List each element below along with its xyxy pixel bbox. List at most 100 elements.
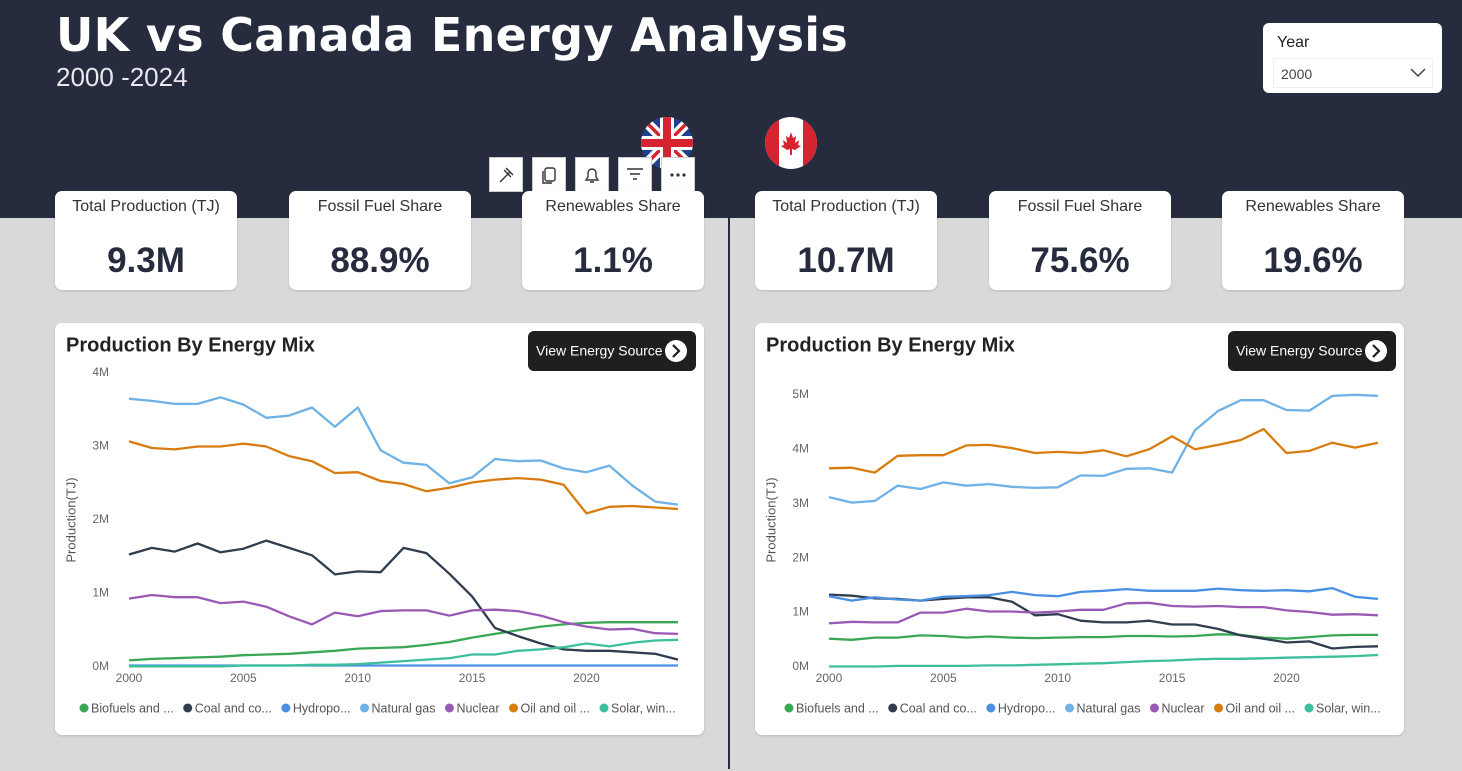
legend-label: Biofuels and ... bbox=[796, 701, 879, 715]
y-tick-label: 3M bbox=[92, 439, 109, 453]
kpi-value: 9.3M bbox=[107, 241, 185, 280]
header-band bbox=[0, 0, 1462, 218]
legend-marker bbox=[79, 703, 89, 713]
page-title: UK vs Canada Energy Analysis bbox=[56, 8, 849, 62]
dropdown-chevron bbox=[1410, 68, 1426, 78]
kpi-card: Fossil Fuel Share 88.9% bbox=[289, 191, 471, 290]
uk-flag bbox=[641, 117, 693, 169]
filter-icon bbox=[627, 168, 643, 180]
kpi-card: Renewables Share 1.1% bbox=[522, 191, 704, 290]
button-label: View Energy Source bbox=[536, 343, 663, 359]
kpi-value: 75.6% bbox=[1030, 241, 1130, 280]
alert-button[interactable] bbox=[575, 157, 609, 192]
legend-label: Oil and oil ... bbox=[521, 701, 590, 715]
kpi-card: Renewables Share 19.6% bbox=[1222, 191, 1404, 290]
y-tick-label: 5M bbox=[792, 387, 809, 401]
legend-marker bbox=[784, 703, 794, 713]
kpi-label: Renewables Share bbox=[1245, 198, 1381, 215]
kpi-card: Total Production (TJ) 9.3M bbox=[55, 191, 237, 290]
view-source-button[interactable]: View Energy Source bbox=[528, 331, 696, 371]
series-line bbox=[828, 633, 1378, 641]
kpi-label: Fossil Fuel Share bbox=[317, 198, 443, 215]
x-tick-label: 2015 bbox=[1159, 671, 1186, 685]
view-source-button[interactable]: View Energy Source bbox=[1228, 331, 1396, 371]
legend-marker bbox=[986, 703, 996, 713]
legend-marker bbox=[1214, 703, 1224, 713]
series-line bbox=[828, 586, 1379, 602]
legend-label: Hydropo... bbox=[998, 701, 1056, 715]
series-line bbox=[128, 440, 679, 515]
chart: Production By Energy Mix View Energy Sour… bbox=[763, 331, 1396, 715]
y-tick-label: 0M bbox=[792, 659, 809, 673]
chart-title: Production By Energy Mix bbox=[766, 334, 1015, 356]
y-axis-label: Production(TJ) bbox=[763, 477, 778, 562]
series-line bbox=[828, 427, 1379, 474]
kpi-value: 88.9% bbox=[330, 241, 430, 280]
legend-marker bbox=[444, 703, 454, 713]
chart-card: Production By Energy Mix View Energy Sour… bbox=[755, 323, 1404, 735]
legend-label: Coal and co... bbox=[195, 701, 272, 715]
y-tick-label: 1M bbox=[92, 586, 109, 600]
button-icon bbox=[665, 340, 687, 362]
kpi-label: Total Production (TJ) bbox=[772, 198, 920, 215]
legend-label: Coal and co... bbox=[900, 701, 977, 715]
slicer-value: 2000 bbox=[1281, 66, 1313, 82]
legend-label: Oil and oil ... bbox=[1226, 701, 1295, 715]
x-tick-label: 2010 bbox=[1044, 671, 1071, 685]
y-tick-label: 1M bbox=[792, 605, 809, 619]
y-tick-label: 3M bbox=[792, 496, 809, 510]
legend-label: Nuclear bbox=[456, 701, 499, 715]
y-tick-label: 0M bbox=[92, 659, 109, 673]
canada-flag bbox=[765, 117, 817, 169]
kpi-label: Fossil Fuel Share bbox=[1017, 198, 1143, 215]
bell-icon bbox=[584, 168, 600, 183]
series-line bbox=[128, 539, 679, 661]
chart-title: Production By Energy Mix bbox=[66, 334, 315, 356]
slicer-dropdown[interactable]: 2000 bbox=[1273, 58, 1433, 88]
button-arrow bbox=[1372, 344, 1381, 358]
x-tick-label: 2020 bbox=[573, 671, 600, 685]
chart-card: Production By Energy Mix View Energy Sour… bbox=[55, 323, 704, 735]
series-line bbox=[128, 593, 679, 636]
legend-marker bbox=[888, 703, 898, 713]
year-slicer: Year 2000 bbox=[1263, 23, 1442, 93]
legend-label: Natural gas bbox=[372, 701, 436, 715]
pin-button[interactable] bbox=[489, 157, 523, 192]
button-label: View Energy Source bbox=[1236, 343, 1363, 359]
legend-label: Solar, win... bbox=[1316, 701, 1381, 715]
button-bg bbox=[1228, 331, 1396, 371]
legend-marker bbox=[360, 703, 370, 713]
copy-button[interactable] bbox=[532, 157, 566, 192]
x-tick-label: 2000 bbox=[116, 671, 143, 685]
series-line bbox=[128, 621, 678, 662]
page-subtitle: 2000 -2024 bbox=[56, 62, 188, 92]
series-line bbox=[128, 396, 679, 506]
divider bbox=[728, 195, 730, 769]
legend-marker bbox=[599, 703, 609, 713]
x-tick-label: 2005 bbox=[930, 671, 957, 685]
series-line bbox=[828, 593, 1379, 650]
x-tick-label: 2005 bbox=[230, 671, 257, 685]
legend-label: Natural gas bbox=[1077, 701, 1141, 715]
y-tick-label: 4M bbox=[92, 365, 109, 379]
series-line bbox=[129, 638, 679, 668]
kpi-card: Total Production (TJ) 10.7M bbox=[755, 191, 937, 290]
legend-marker bbox=[509, 703, 519, 713]
kpi-label: Renewables Share bbox=[545, 198, 681, 215]
button-arrow bbox=[672, 344, 681, 358]
legend-label: Solar, win... bbox=[611, 701, 676, 715]
y-axis-label: Production(TJ) bbox=[63, 477, 78, 562]
legend-marker bbox=[1149, 703, 1159, 713]
button-bg bbox=[528, 331, 696, 371]
more-button[interactable] bbox=[661, 157, 695, 192]
pin-icon bbox=[499, 167, 514, 183]
legend-label: Nuclear bbox=[1161, 701, 1204, 715]
button-icon bbox=[1365, 340, 1387, 362]
x-tick-label: 2010 bbox=[344, 671, 371, 685]
filter-button[interactable] bbox=[618, 157, 652, 192]
x-tick-label: 2000 bbox=[816, 671, 843, 685]
legend-label: Biofuels and ... bbox=[91, 701, 174, 715]
kpi-label: Total Production (TJ) bbox=[72, 198, 220, 215]
x-tick-label: 2015 bbox=[459, 671, 486, 685]
series-line bbox=[828, 601, 1379, 625]
